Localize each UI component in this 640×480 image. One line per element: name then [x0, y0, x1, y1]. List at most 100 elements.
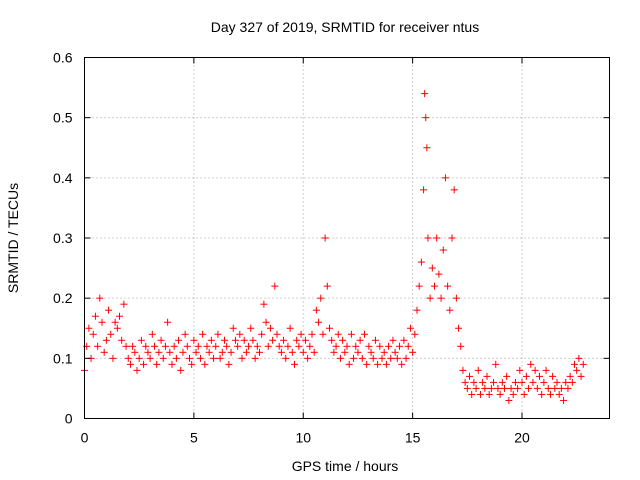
data-point — [387, 354, 395, 362]
data-point — [188, 360, 196, 368]
data-point — [102, 336, 110, 344]
data-point — [483, 372, 491, 380]
data-point — [350, 354, 358, 362]
data-point — [459, 366, 467, 374]
data-point — [280, 336, 288, 344]
data-point — [378, 354, 386, 362]
data-point — [533, 384, 541, 392]
data-point — [236, 330, 244, 338]
data-point — [131, 348, 139, 356]
data-point — [503, 372, 511, 380]
axis-ticks — [84, 57, 610, 419]
y-tick-label: 0.2 — [53, 290, 73, 306]
data-point — [406, 324, 414, 332]
data-point — [227, 348, 235, 356]
data-point — [385, 342, 393, 350]
data-point — [328, 336, 336, 344]
grid — [84, 57, 610, 419]
data-point — [159, 354, 167, 362]
data-point — [137, 336, 145, 344]
data-point — [183, 342, 191, 350]
data-point — [411, 330, 419, 338]
data-point — [100, 348, 108, 356]
data-point — [376, 342, 384, 350]
data-point — [347, 330, 355, 338]
data-point — [98, 318, 106, 326]
data-point — [426, 294, 434, 302]
data-point — [124, 354, 132, 362]
data-point — [269, 336, 277, 344]
data-point — [490, 378, 498, 386]
data-point — [420, 186, 428, 194]
data-point — [161, 342, 169, 350]
data-point — [196, 354, 204, 362]
data-point — [549, 372, 557, 380]
data-point — [242, 348, 250, 356]
data-point — [546, 390, 554, 398]
data-point — [212, 342, 220, 350]
data-point — [448, 234, 456, 242]
data-point — [369, 354, 377, 362]
data-point — [301, 336, 309, 344]
data-point — [273, 330, 281, 338]
data-point — [321, 234, 329, 242]
data-point — [295, 342, 303, 350]
data-point — [573, 366, 581, 374]
data-point — [282, 354, 290, 362]
data-point — [520, 390, 528, 398]
data-point — [507, 384, 515, 392]
data-point — [172, 354, 180, 362]
y-tick-label: 0.6 — [53, 50, 73, 66]
data-point — [221, 336, 228, 344]
data-point — [85, 324, 93, 332]
data-point — [555, 390, 563, 398]
x-tick-label: 20 — [514, 430, 530, 446]
data-point — [291, 360, 298, 368]
x-tick-labels: 0 5 10 15 20 — [81, 430, 530, 446]
x-tick-label: 0 — [81, 430, 89, 446]
data-point — [437, 294, 445, 302]
data-point — [389, 336, 397, 344]
data-point — [293, 336, 301, 344]
data-point — [308, 330, 316, 338]
data-point — [455, 324, 463, 332]
data-point — [144, 348, 152, 356]
data-point — [461, 378, 469, 386]
data-point — [129, 342, 137, 350]
data-point — [157, 336, 165, 344]
data-point — [509, 390, 517, 398]
data-point — [312, 306, 320, 314]
data-point — [113, 324, 121, 332]
data-point — [433, 234, 441, 242]
data-point — [417, 258, 425, 266]
data-point — [562, 378, 570, 386]
data-point — [253, 342, 261, 350]
data-point — [175, 336, 183, 344]
data-point — [531, 366, 539, 374]
data-point — [393, 354, 401, 362]
data-point — [435, 270, 443, 278]
data-point — [343, 342, 351, 350]
data-point — [304, 354, 312, 362]
data-point — [577, 372, 585, 380]
data-point — [441, 174, 449, 182]
data-point — [94, 342, 102, 350]
data-point — [288, 348, 296, 356]
data-point — [317, 294, 325, 302]
data-point — [218, 348, 226, 356]
data-point — [354, 348, 362, 356]
data-point — [542, 366, 550, 374]
data-point — [527, 360, 535, 368]
data-point — [306, 342, 314, 350]
data-point — [142, 342, 150, 350]
data-point — [345, 360, 353, 368]
data-point — [358, 354, 366, 362]
y-tick-label: 0.3 — [53, 230, 73, 246]
data-point — [421, 90, 429, 98]
x-axis-title: GPS time / hours — [292, 458, 399, 474]
data-point — [505, 396, 513, 404]
y-axis-title: SRMTID / TECUs — [5, 183, 21, 293]
data-point — [374, 360, 382, 368]
